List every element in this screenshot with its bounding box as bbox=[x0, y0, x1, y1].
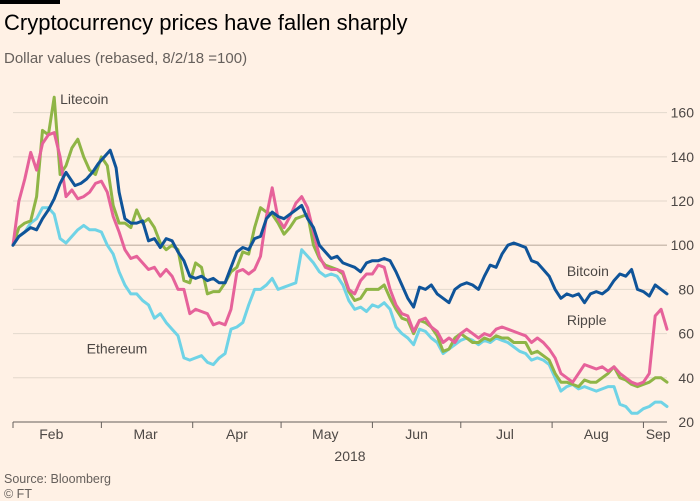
ft-credit: © FT bbox=[4, 487, 32, 501]
y-tick-label: 100 bbox=[671, 237, 695, 253]
series-line-bitcoin bbox=[11, 148, 669, 309]
x-tick-label: Jun bbox=[405, 426, 428, 442]
ft-top-bar bbox=[0, 0, 60, 4]
x-tick-label: May bbox=[312, 426, 338, 442]
series-line-ethereum bbox=[11, 206, 669, 415]
source-note: Source: Bloomberg bbox=[4, 472, 112, 486]
chart-subtitle: Dollar values (rebased, 8/2/18 =100) bbox=[4, 50, 248, 67]
x-tick-label: Apr bbox=[226, 426, 248, 442]
x-tick-label: Aug bbox=[584, 426, 609, 442]
series-label-bitcoin: Bitcoin bbox=[567, 263, 609, 279]
x-tick-label: Sep bbox=[646, 426, 671, 442]
y-tick-label: 140 bbox=[671, 149, 695, 165]
series-line-ripple bbox=[11, 131, 669, 386]
y-tick-label: 20 bbox=[678, 414, 694, 430]
series-label-ethereum: Ethereum bbox=[87, 341, 148, 357]
x-axis-year-label: 2018 bbox=[334, 448, 365, 464]
x-tick-label: Feb bbox=[39, 426, 63, 442]
series-label-litecoin: Litecoin bbox=[60, 91, 108, 107]
series-label-ripple: Ripple bbox=[567, 312, 607, 328]
y-tick-label: 40 bbox=[678, 370, 694, 386]
chart-title: Cryptocurrency prices have fallen sharpl… bbox=[4, 10, 408, 35]
series-labels: Bitcoin Ripple Litecoin Ethereum bbox=[60, 91, 609, 357]
x-tick-label: Jul bbox=[496, 426, 514, 442]
series-lines bbox=[11, 95, 669, 415]
axes: 20 40 60 80 100 120 140 160 Feb Mar Apr May Jun Jul Au… bbox=[12, 105, 695, 464]
y-tick-label: 120 bbox=[671, 193, 695, 209]
y-tick-label: 80 bbox=[678, 281, 694, 297]
y-tick-label: 160 bbox=[671, 105, 695, 121]
y-tick-label: 60 bbox=[678, 326, 694, 342]
x-tick-label: Mar bbox=[134, 426, 158, 442]
